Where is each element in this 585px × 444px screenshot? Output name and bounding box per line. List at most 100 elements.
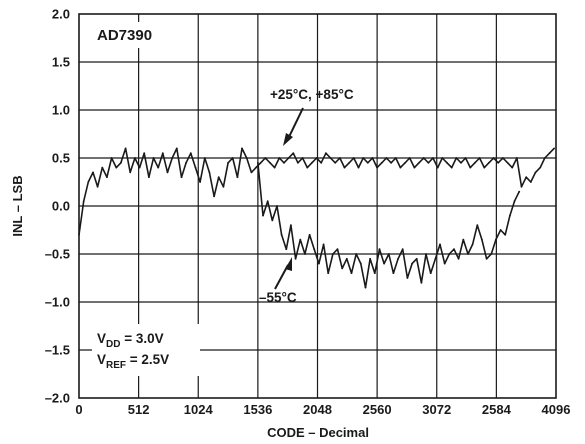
data-point — [485, 257, 488, 260]
data-point — [539, 166, 542, 169]
data-point — [427, 161, 430, 164]
data-point — [280, 233, 283, 236]
annotation-cold-arrowhead — [285, 257, 292, 271]
data-point — [308, 233, 311, 236]
data-point — [404, 161, 406, 164]
data-point — [339, 157, 341, 159]
data-point — [399, 166, 402, 169]
data-point — [490, 253, 493, 255]
data-point — [397, 257, 399, 260]
data-point — [357, 166, 360, 169]
data-point — [271, 219, 274, 222]
data-point — [516, 157, 518, 159]
chart-title: AD7390 — [97, 27, 152, 44]
data-point — [483, 166, 486, 169]
y-tick-label: 2.0 — [52, 7, 70, 22]
data-point — [429, 272, 432, 275]
data-point — [408, 157, 411, 159]
y-tick-label: 0.0 — [52, 199, 70, 214]
data-point — [222, 185, 225, 188]
data-point — [315, 157, 318, 159]
data-point — [287, 157, 290, 159]
data-point — [148, 176, 150, 179]
data-point — [325, 152, 327, 155]
data-point — [180, 176, 183, 179]
data-point — [455, 157, 458, 159]
data-point — [332, 253, 334, 255]
data-point — [495, 238, 497, 241]
data-point — [334, 161, 337, 164]
data-point — [124, 147, 127, 150]
data-point — [413, 166, 416, 169]
data-point — [534, 171, 537, 174]
data-point — [492, 157, 495, 159]
data-point — [257, 161, 259, 164]
title-box — [93, 22, 181, 48]
data-point — [264, 157, 267, 159]
data-point — [362, 157, 365, 159]
data-point — [129, 171, 132, 174]
data-point — [276, 205, 278, 207]
data-point — [450, 166, 453, 169]
data-point — [208, 171, 211, 174]
data-point — [166, 171, 169, 174]
data-point — [446, 161, 448, 164]
data-point — [364, 286, 367, 289]
data-point — [462, 238, 465, 241]
data-point — [269, 161, 271, 164]
data-point — [311, 161, 313, 164]
x-tick-labels: 0 512 1024 1536 2048 2560 3072 2584 4096 — [75, 402, 570, 417]
data-point — [175, 147, 178, 150]
data-point — [304, 253, 306, 255]
data-point — [439, 243, 441, 246]
data-point — [115, 166, 118, 169]
data-point — [366, 161, 369, 164]
annotation-warm-arrowhead — [283, 133, 293, 146]
data-point — [294, 257, 297, 260]
vdd-condition: VDD = 3.0V — [97, 331, 164, 350]
y-tick-label: –1.5 — [45, 343, 70, 358]
data-point — [394, 157, 397, 159]
data-point — [406, 277, 409, 279]
data-point — [443, 262, 446, 265]
data-point — [138, 166, 141, 169]
data-point — [504, 233, 507, 236]
data-point — [213, 195, 216, 198]
data-point — [110, 157, 113, 159]
data-point — [469, 166, 472, 169]
data-point — [87, 181, 90, 183]
data-point — [383, 262, 385, 265]
data-point — [203, 157, 206, 159]
x-tick-label: 512 — [128, 402, 150, 417]
data-point — [499, 229, 502, 231]
data-point — [348, 161, 351, 164]
data-point — [92, 171, 94, 174]
data-point — [476, 224, 479, 227]
data-point — [434, 257, 437, 260]
y-tick-label: 1.5 — [52, 55, 70, 70]
data-point — [259, 161, 262, 164]
data-point — [250, 171, 253, 174]
data-point — [329, 157, 332, 159]
data-point — [355, 253, 358, 255]
data-point — [467, 253, 469, 255]
data-point — [478, 157, 481, 159]
data-point — [401, 248, 404, 251]
x-tick-label: 3072 — [422, 402, 451, 417]
x-tick-label: 2584 — [482, 402, 512, 417]
data-point — [350, 272, 353, 275]
data-point — [297, 161, 299, 164]
y-tick-label: –1.0 — [45, 295, 70, 310]
data-point — [425, 253, 427, 255]
annotation-cold: –55°C — [259, 290, 297, 305]
data-point — [460, 161, 462, 164]
data-point — [152, 157, 155, 159]
data-point — [345, 257, 348, 260]
data-point — [318, 262, 320, 265]
y-tick-labels: 2.0 1.5 1.0 0.5 0.0 –0.5 –1.0 –1.5 –2.0 — [45, 7, 70, 406]
x-tick-label: 1024 — [184, 402, 214, 417]
data-point — [543, 157, 546, 159]
data-point — [380, 161, 383, 164]
data-point — [373, 272, 376, 275]
